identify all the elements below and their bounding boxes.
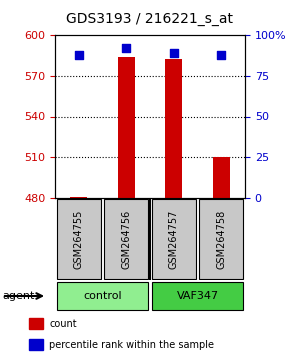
Text: agent: agent xyxy=(2,291,34,301)
Bar xyxy=(29,339,43,350)
Point xyxy=(76,52,81,57)
Text: GSM264758: GSM264758 xyxy=(216,209,226,269)
FancyBboxPatch shape xyxy=(152,281,243,310)
Text: GSM264756: GSM264756 xyxy=(121,209,131,269)
Bar xyxy=(70,196,87,198)
Text: percentile rank within the sample: percentile rank within the sample xyxy=(49,340,214,350)
Text: GDS3193 / 216221_s_at: GDS3193 / 216221_s_at xyxy=(67,12,233,26)
FancyBboxPatch shape xyxy=(152,199,196,279)
Point xyxy=(124,45,129,51)
Point xyxy=(219,52,224,57)
Text: GSM264757: GSM264757 xyxy=(169,209,179,269)
Bar xyxy=(29,318,43,329)
FancyBboxPatch shape xyxy=(200,199,243,279)
Bar xyxy=(213,157,230,198)
Text: VAF347: VAF347 xyxy=(176,291,219,301)
Bar xyxy=(165,59,182,198)
FancyBboxPatch shape xyxy=(57,199,100,279)
FancyBboxPatch shape xyxy=(57,281,148,310)
Bar xyxy=(118,57,135,198)
Text: count: count xyxy=(49,319,77,329)
Point xyxy=(171,50,176,56)
Text: control: control xyxy=(83,291,122,301)
FancyBboxPatch shape xyxy=(104,199,148,279)
Text: GSM264755: GSM264755 xyxy=(74,209,84,269)
